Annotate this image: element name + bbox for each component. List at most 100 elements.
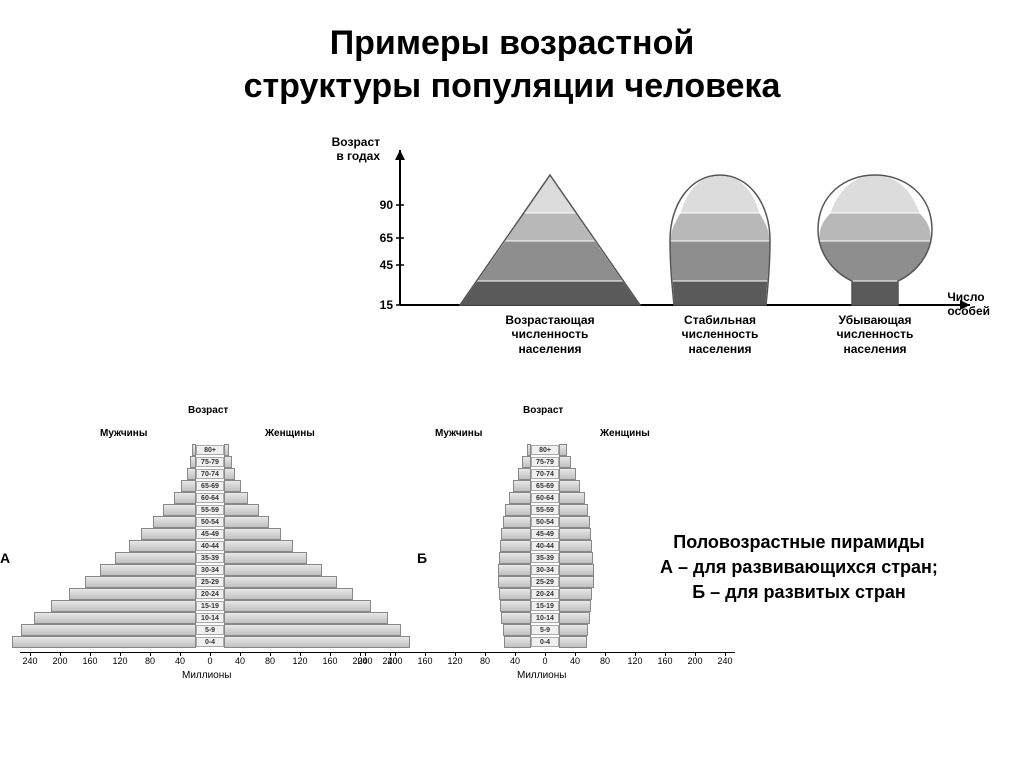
pyramid-bar-male bbox=[129, 540, 197, 552]
pyramid-top-label: Возраст bbox=[188, 405, 228, 416]
pyramid-age-label: 25-29 bbox=[531, 577, 559, 587]
pyramid-age-label: 40-44 bbox=[531, 541, 559, 551]
pyramid-bar-female bbox=[559, 504, 588, 516]
pyramid-age-label: 10-14 bbox=[531, 613, 559, 623]
pyramid-bar-male bbox=[187, 468, 196, 480]
pyramid-xtick: 160 bbox=[78, 656, 102, 666]
pyramid-bar-female bbox=[559, 636, 587, 648]
x-axis-label: Число особей bbox=[947, 290, 990, 318]
pyramid-bar-male bbox=[181, 480, 196, 492]
y-axis-label: Возраст в годах bbox=[320, 135, 380, 163]
pyramid-bar-male bbox=[498, 576, 531, 588]
pyramid-bar-female bbox=[224, 528, 281, 540]
pyramid-bar-female bbox=[559, 588, 592, 600]
pyramid-age-label: 75-79 bbox=[531, 457, 559, 467]
pyramid-bar-female bbox=[559, 540, 592, 552]
pyramid-bar-male bbox=[51, 600, 197, 612]
pyramid-xtick: 40 bbox=[168, 656, 192, 666]
caption-line3: Б – для развитых стран bbox=[660, 580, 938, 605]
pyramid-bar-male bbox=[501, 528, 531, 540]
pyramid-age-label: 55-59 bbox=[531, 505, 559, 515]
pyramid-xtick: 240 bbox=[353, 656, 377, 666]
pyramid-xtick: 160 bbox=[653, 656, 677, 666]
pyramid-xtick: 240 bbox=[18, 656, 42, 666]
pyramid-bar-male bbox=[163, 504, 196, 516]
pyramid-age-label: 35-39 bbox=[196, 553, 224, 563]
pyramid-xtick: 120 bbox=[623, 656, 647, 666]
pyramid-bar-female bbox=[224, 516, 269, 528]
pyramid-bar-female bbox=[559, 528, 591, 540]
caption-line2: А – для развивающихся стран; bbox=[660, 555, 938, 580]
pyramid-xtick: 160 bbox=[318, 656, 342, 666]
pyramid-bar-female bbox=[224, 612, 388, 624]
pyramid-bar-female bbox=[224, 492, 248, 504]
pyramid-xtick: 200 bbox=[48, 656, 72, 666]
pyramid-xtick: 120 bbox=[443, 656, 467, 666]
ytick: 65 bbox=[363, 231, 393, 245]
shape-label: Убывающаячисленностьнаселения bbox=[820, 313, 930, 356]
pyramid-age-label: 5-9 bbox=[196, 625, 224, 635]
pyramid-bar-female bbox=[224, 504, 259, 516]
pyramid-age-label: 65-69 bbox=[196, 481, 224, 491]
pyramid-bar-male bbox=[174, 492, 197, 504]
pyramid-xtick: 80 bbox=[473, 656, 497, 666]
pyramid-bar-male bbox=[85, 576, 196, 588]
pyramid-age-label: 25-29 bbox=[196, 577, 224, 587]
pyramid-age-label: 15-19 bbox=[196, 601, 224, 611]
pyramid-bar-female bbox=[224, 552, 307, 564]
pyramid-a: ВозрастМужчиныЖенщины80+75-7970-7465-696… bbox=[20, 400, 420, 720]
pyramid-age-label: 45-49 bbox=[196, 529, 224, 539]
ytick: 90 bbox=[363, 198, 393, 212]
pyramid-bar-female bbox=[559, 612, 590, 624]
pyramid-bar-female bbox=[559, 624, 588, 636]
pyramid-age-label: 0-4 bbox=[531, 637, 559, 647]
pyramid-age-label: 50-54 bbox=[196, 517, 224, 527]
pyramid-bar-female bbox=[559, 468, 576, 480]
pyramid-bar-male bbox=[100, 564, 196, 576]
pyramid-bar-female bbox=[224, 636, 410, 648]
pyramid-age-label: 15-19 bbox=[531, 601, 559, 611]
pyramid-male-label: Мужчины bbox=[435, 428, 482, 439]
caption-line1: Половозрастные пирамиды bbox=[660, 530, 938, 555]
pyramid-x-axis-label: Миллионы bbox=[182, 670, 231, 681]
pyramid-age-label: 50-54 bbox=[531, 517, 559, 527]
pyramid-age-label: 20-24 bbox=[531, 589, 559, 599]
ytick: 15 bbox=[363, 298, 393, 312]
title-line2: структуры популяции человека bbox=[244, 67, 781, 105]
pyramid-xtick: 40 bbox=[563, 656, 587, 666]
pyramid-bar-female bbox=[224, 468, 235, 480]
pyramid-bar-female bbox=[559, 552, 593, 564]
pyramid-bar-female bbox=[224, 564, 322, 576]
pyramid-bar-male bbox=[522, 456, 531, 468]
pyramid-bar-male bbox=[21, 624, 197, 636]
pyramid-xtick: 200 bbox=[683, 656, 707, 666]
pyramid-letter: Б bbox=[417, 550, 427, 566]
pyramid-xtick: 40 bbox=[228, 656, 252, 666]
pyramid-bar-male bbox=[34, 612, 196, 624]
pyramid-caption: Половозрастные пирамиды А – для развиваю… bbox=[660, 530, 938, 606]
pyramid-male-label: Мужчины bbox=[100, 428, 147, 439]
pyramid-bar-male bbox=[501, 612, 531, 624]
pyramid-bar-female bbox=[224, 540, 293, 552]
pyramid-age-label: 45-49 bbox=[531, 529, 559, 539]
pyramid-age-label: 55-59 bbox=[196, 505, 224, 515]
pyramid-bar-male bbox=[500, 600, 532, 612]
pyramid-bar-female bbox=[224, 600, 371, 612]
pyramid-age-label: 30-34 bbox=[196, 565, 224, 575]
pyramid-age-label: 0-4 bbox=[196, 637, 224, 647]
pyramid-bar-female bbox=[559, 516, 590, 528]
pyramid-x-axis-label: Миллионы bbox=[517, 670, 566, 681]
pyramid-xtick: 40 bbox=[503, 656, 527, 666]
pyramid-bar-male bbox=[503, 624, 532, 636]
pyramid-age-label: 10-14 bbox=[196, 613, 224, 623]
pyramid-bar-female bbox=[224, 588, 353, 600]
pyramid-xtick: 120 bbox=[108, 656, 132, 666]
pyramid-bar-male bbox=[509, 492, 532, 504]
shape-label: Возрастающаячисленностьнаселения bbox=[495, 313, 605, 356]
pyramid-bar-female bbox=[224, 576, 337, 588]
pyramid-age-label: 75-79 bbox=[196, 457, 224, 467]
pyramid-bar-male bbox=[499, 552, 531, 564]
pyramid-top-label: Возраст bbox=[523, 405, 563, 416]
page-title: Примеры возрастной структуры популяции ч… bbox=[0, 0, 1024, 107]
pyramid-bar-male bbox=[513, 480, 531, 492]
